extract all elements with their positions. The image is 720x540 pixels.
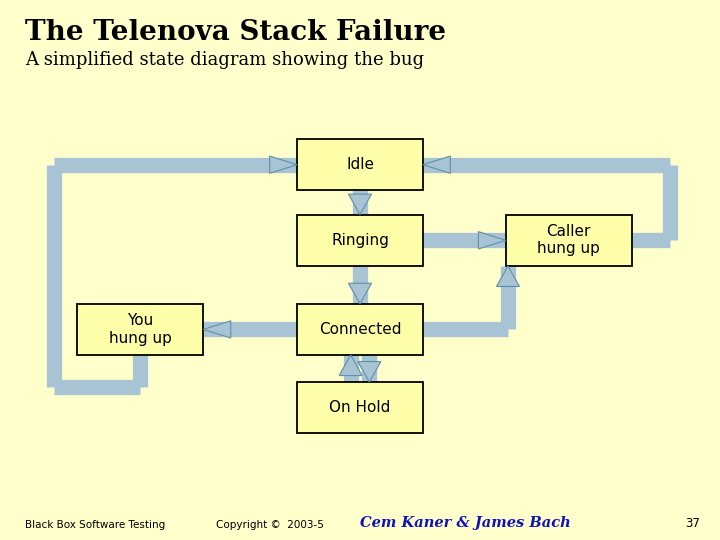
Text: Connected: Connected (319, 322, 401, 337)
FancyArrow shape (348, 194, 372, 214)
FancyArrow shape (269, 156, 297, 173)
FancyBboxPatch shape (297, 139, 423, 191)
FancyArrow shape (348, 283, 372, 303)
FancyBboxPatch shape (297, 382, 423, 433)
FancyBboxPatch shape (297, 303, 423, 355)
Text: On Hold: On Hold (329, 400, 391, 415)
FancyBboxPatch shape (505, 214, 632, 266)
FancyArrow shape (478, 232, 505, 249)
FancyBboxPatch shape (78, 303, 203, 355)
Text: Caller
hung up: Caller hung up (537, 224, 600, 256)
Text: Ringing: Ringing (331, 233, 389, 248)
FancyArrow shape (497, 266, 520, 286)
Text: A simplified state diagram showing the bug: A simplified state diagram showing the b… (25, 51, 424, 69)
FancyArrow shape (423, 156, 451, 173)
FancyArrow shape (203, 321, 230, 338)
Text: Copyright ©  2003-5: Copyright © 2003-5 (216, 520, 324, 530)
FancyArrow shape (358, 362, 381, 382)
Text: Black Box Software Testing: Black Box Software Testing (25, 520, 166, 530)
Text: 37: 37 (685, 517, 700, 530)
Text: The Telenova Stack Failure: The Telenova Stack Failure (25, 19, 446, 46)
FancyArrow shape (339, 355, 362, 375)
Text: Cem Kaner & James Bach: Cem Kaner & James Bach (360, 516, 571, 530)
FancyBboxPatch shape (297, 214, 423, 266)
Text: Idle: Idle (346, 157, 374, 172)
Text: You
hung up: You hung up (109, 313, 172, 346)
